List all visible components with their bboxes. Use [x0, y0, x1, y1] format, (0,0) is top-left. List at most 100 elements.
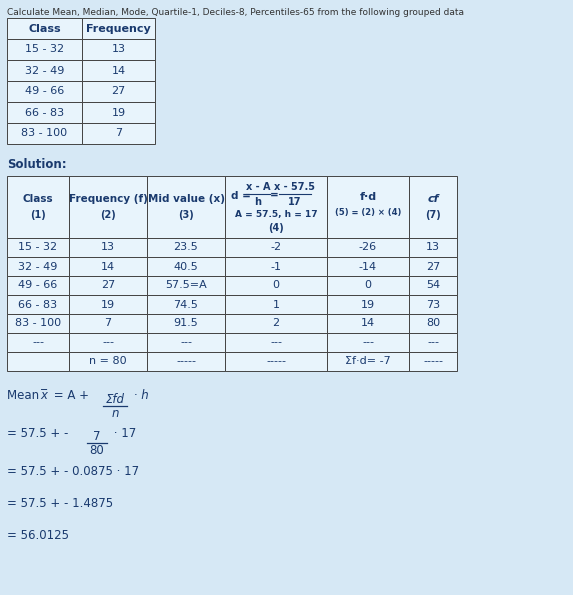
Text: 49 - 66: 49 - 66 — [25, 86, 64, 96]
Bar — [409, 176, 457, 238]
Bar — [69, 352, 147, 371]
Bar — [225, 314, 327, 333]
Text: 7: 7 — [93, 430, 101, 443]
Bar — [82, 18, 155, 39]
Text: -----: ----- — [266, 356, 286, 367]
Text: n = 80: n = 80 — [89, 356, 127, 367]
Text: 13: 13 — [112, 45, 125, 55]
Text: Σf·d= -7: Σf·d= -7 — [345, 356, 391, 367]
Text: 2: 2 — [272, 318, 280, 328]
Text: Σfd: Σfd — [105, 393, 124, 406]
Bar — [409, 276, 457, 295]
Text: 66 - 83: 66 - 83 — [25, 108, 64, 117]
Bar — [409, 295, 457, 314]
Text: 7: 7 — [104, 318, 112, 328]
Bar — [409, 238, 457, 257]
Text: d =: d = — [231, 191, 251, 201]
Text: Calculate Mean, Median, Mode, Quartile-1, Deciles-8, Percentiles-65 from the fol: Calculate Mean, Median, Mode, Quartile-1… — [7, 8, 464, 17]
Text: = 56.0125: = 56.0125 — [7, 529, 69, 542]
Bar — [225, 176, 327, 238]
Bar — [225, 276, 327, 295]
Bar — [69, 238, 147, 257]
Text: 13: 13 — [101, 243, 115, 252]
Text: 49 - 66: 49 - 66 — [18, 280, 58, 290]
Bar — [147, 314, 225, 333]
Text: f·d: f·d — [359, 192, 376, 202]
Text: 54: 54 — [426, 280, 440, 290]
Text: 27: 27 — [426, 261, 440, 271]
Text: 40.5: 40.5 — [174, 261, 198, 271]
Text: x - A: x - A — [246, 182, 270, 192]
Bar — [7, 102, 82, 123]
Bar — [147, 295, 225, 314]
Text: 7: 7 — [115, 129, 122, 139]
Text: -26: -26 — [359, 243, 377, 252]
Text: 74.5: 74.5 — [174, 299, 198, 309]
Text: -1: -1 — [270, 261, 281, 271]
Bar — [409, 257, 457, 276]
Bar — [327, 352, 409, 371]
Text: 17: 17 — [288, 197, 302, 207]
Text: -----: ----- — [423, 356, 443, 367]
Text: ---: --- — [102, 337, 114, 347]
Text: n: n — [111, 407, 119, 420]
Bar — [82, 102, 155, 123]
Text: Frequency (f): Frequency (f) — [69, 194, 147, 204]
Text: 80: 80 — [426, 318, 440, 328]
Bar — [7, 60, 82, 81]
Text: 15 - 32: 15 - 32 — [25, 45, 64, 55]
Bar — [225, 333, 327, 352]
Text: =: = — [270, 190, 278, 200]
Text: -----: ----- — [176, 356, 196, 367]
Bar — [7, 81, 82, 102]
Bar — [82, 81, 155, 102]
Bar — [327, 238, 409, 257]
Text: 32 - 49: 32 - 49 — [25, 65, 64, 76]
Bar — [225, 295, 327, 314]
Text: (1): (1) — [30, 210, 46, 220]
Text: 13: 13 — [426, 243, 440, 252]
Text: 1: 1 — [273, 299, 280, 309]
Text: Class: Class — [23, 194, 53, 204]
Text: 19: 19 — [111, 108, 125, 117]
Text: 23.5: 23.5 — [174, 243, 198, 252]
Bar — [69, 276, 147, 295]
Bar — [69, 257, 147, 276]
Bar — [327, 333, 409, 352]
Bar — [69, 333, 147, 352]
Bar — [147, 257, 225, 276]
Text: 15 - 32: 15 - 32 — [18, 243, 57, 252]
Bar — [82, 60, 155, 81]
Bar — [409, 352, 457, 371]
Text: 0: 0 — [364, 280, 371, 290]
Bar — [147, 238, 225, 257]
Text: 57.5=A: 57.5=A — [165, 280, 207, 290]
Bar — [69, 295, 147, 314]
Bar — [409, 333, 457, 352]
Text: Mid value (x): Mid value (x) — [147, 194, 225, 204]
Text: x̅: x̅ — [40, 389, 47, 402]
Bar — [147, 176, 225, 238]
Text: (7): (7) — [425, 210, 441, 220]
Bar — [7, 18, 82, 39]
Text: A = 57.5, h = 17: A = 57.5, h = 17 — [235, 209, 317, 218]
Text: Class: Class — [28, 23, 61, 33]
Bar — [327, 176, 409, 238]
Text: = 57.5 + - 0.0875 · 17: = 57.5 + - 0.0875 · 17 — [7, 465, 139, 478]
Text: 0: 0 — [273, 280, 280, 290]
Bar — [82, 39, 155, 60]
Bar — [225, 238, 327, 257]
Bar — [409, 314, 457, 333]
Text: 27: 27 — [111, 86, 125, 96]
Bar — [7, 176, 69, 238]
Text: (5) = (2) × (4): (5) = (2) × (4) — [335, 208, 401, 217]
Bar — [69, 176, 147, 238]
Text: = 57.5 + -: = 57.5 + - — [7, 427, 72, 440]
Text: h: h — [254, 197, 261, 207]
Text: ---: --- — [427, 337, 439, 347]
Text: ---: --- — [180, 337, 192, 347]
Bar — [7, 352, 69, 371]
Text: Frequency: Frequency — [86, 23, 151, 33]
Bar — [7, 39, 82, 60]
Bar — [7, 257, 69, 276]
